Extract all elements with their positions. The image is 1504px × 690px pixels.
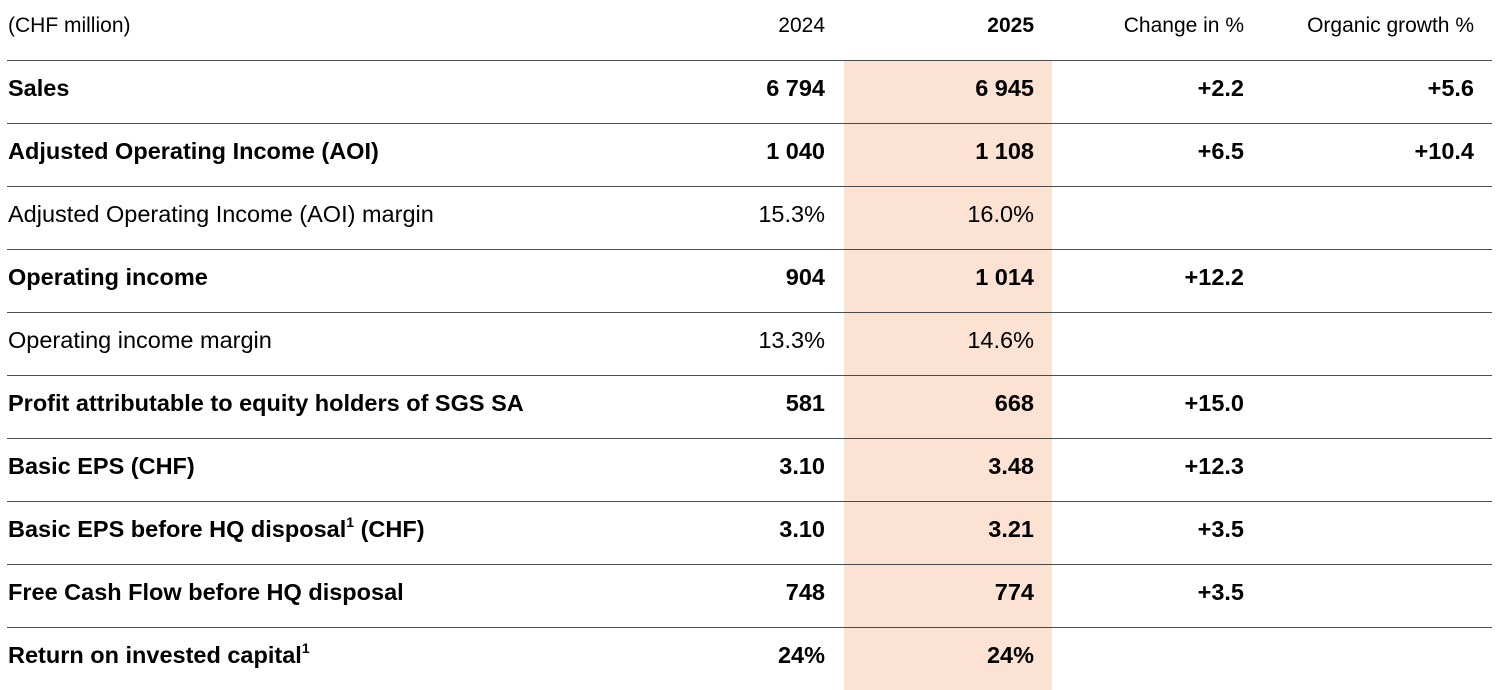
value-organic-growth [1252,564,1492,628]
metric-label: Sales [8,75,70,101]
value-2025: 14.6% [844,312,1052,376]
metric-label-cell: Return on invested capital1 [7,627,664,690]
metric-label-suffix: (CHF) [354,516,425,542]
metric-label-cell: Adjusted Operating Income (AOI) [7,123,664,187]
value-2024: 3.10 [664,438,844,502]
column-header-2025: 2025 [987,13,1034,37]
value-change-pct [1052,312,1252,376]
value-2025: 1 014 [844,249,1052,313]
metric-label-cell: Operating income [7,249,664,313]
value-organic-growth [1252,501,1492,565]
value-change-pct: +3.5 [1052,564,1252,628]
header-row: (CHF million) 2024 2025 Change in % Orga… [7,0,1492,61]
value-2025: 24% [844,627,1052,690]
value-2025: 3.48 [844,438,1052,502]
metric-label: Operating income margin [8,327,272,353]
value-2024: 24% [664,627,844,690]
financial-summary-table: (CHF million) 2024 2025 Change in % Orga… [7,0,1492,690]
table-row: Basic EPS (CHF) 3.10 3.48 +12.3 [7,438,1492,502]
value-organic-growth [1252,627,1492,690]
value-organic-growth: +10.4 [1252,123,1492,187]
table-body: Sales 6 794 6 945 +2.2 +5.6 Adjusted Ope… [7,60,1492,690]
value-2025: 668 [844,375,1052,439]
value-2024: 6 794 [664,60,844,124]
metric-label-cell: Free Cash Flow before HQ disposal [7,564,664,628]
table-row: Profit attributable to equity holders of… [7,375,1492,439]
value-2025: 1 108 [844,123,1052,187]
value-change-pct: +12.2 [1052,249,1252,313]
table-row: Free Cash Flow before HQ disposal 748 77… [7,564,1492,628]
value-organic-growth [1252,438,1492,502]
metric-label-cell: Basic EPS before HQ disposal1 (CHF) [7,501,664,565]
column-header-unit: (CHF million) [8,13,131,37]
table-row: Adjusted Operating Income (AOI) 1 040 1 … [7,123,1492,187]
value-2024: 581 [664,375,844,439]
value-organic-growth [1252,249,1492,313]
footnote-marker: 1 [301,640,310,657]
value-organic-growth [1252,312,1492,376]
value-organic-growth [1252,375,1492,439]
column-header-organic-growth: Organic growth % [1307,13,1474,37]
footnote-marker: 1 [346,514,355,531]
table-row: Operating income 904 1 014 +12.2 [7,249,1492,313]
value-2025: 6 945 [844,60,1052,124]
metric-label: Basic EPS (CHF) [8,453,195,479]
metric-label-cell: Profit attributable to equity holders of… [7,375,664,439]
value-change-pct [1052,627,1252,690]
value-organic-growth: +5.6 [1252,60,1492,124]
value-2025: 774 [844,564,1052,628]
table-row: Basic EPS before HQ disposal1 (CHF) 3.10… [7,501,1492,565]
table-row: Adjusted Operating Income (AOI) margin 1… [7,186,1492,250]
metric-label-cell: Operating income margin [7,312,664,376]
table-row: Sales 6 794 6 945 +2.2 +5.6 [7,60,1492,124]
value-2024: 748 [664,564,844,628]
value-2024: 1 040 [664,123,844,187]
metric-label: Adjusted Operating Income (AOI) [8,138,379,164]
table-row: Operating income margin 13.3% 14.6% [7,312,1492,376]
metric-label: Basic EPS before HQ disposal [8,516,347,542]
value-2025: 16.0% [844,186,1052,250]
metric-label-cell: Basic EPS (CHF) [7,438,664,502]
metric-label: Free Cash Flow before HQ disposal [8,579,404,605]
value-2025: 3.21 [844,501,1052,565]
value-2024: 904 [664,249,844,313]
value-2024: 15.3% [664,186,844,250]
value-change-pct: +2.2 [1052,60,1252,124]
value-change-pct [1052,186,1252,250]
value-organic-growth [1252,186,1492,250]
value-change-pct: +12.3 [1052,438,1252,502]
column-header-2024: 2024 [778,13,825,37]
table-row: Return on invested capital1 24% 24% [7,627,1492,690]
metric-label: Adjusted Operating Income (AOI) margin [8,201,434,227]
column-header-change-pct: Change in % [1123,13,1244,37]
metric-label-cell: Adjusted Operating Income (AOI) margin [7,186,664,250]
value-2024: 13.3% [664,312,844,376]
metric-label-cell: Sales [7,60,664,124]
value-2024: 3.10 [664,501,844,565]
value-change-pct: +3.5 [1052,501,1252,565]
metric-label: Profit attributable to equity holders of… [8,390,524,416]
metric-label: Return on invested capital [8,642,302,668]
metric-label: Operating income [8,264,208,290]
value-change-pct: +15.0 [1052,375,1252,439]
value-change-pct: +6.5 [1052,123,1252,187]
